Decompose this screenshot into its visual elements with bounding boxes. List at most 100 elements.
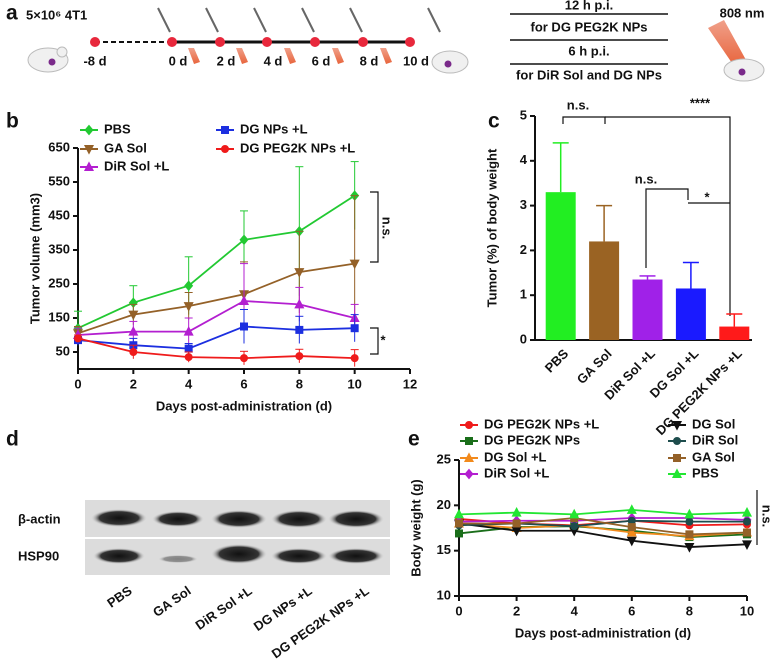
timeline-point bbox=[262, 37, 272, 47]
marker bbox=[741, 540, 753, 550]
bar bbox=[589, 241, 620, 340]
y-tick-label: 5 bbox=[520, 107, 527, 122]
timeline-label: 2 d bbox=[217, 53, 236, 68]
y-tick-label: 150 bbox=[48, 309, 70, 324]
timeline-point bbox=[310, 37, 320, 47]
x-tick-label: 0 bbox=[455, 603, 462, 618]
y-tick-label: 20 bbox=[437, 497, 451, 512]
legend-label: DG NPs +L bbox=[240, 121, 308, 136]
bands bbox=[91, 509, 384, 564]
marker bbox=[685, 530, 694, 539]
schematic bbox=[27, 7, 765, 82]
y-tick-label: 3 bbox=[520, 197, 527, 212]
y-tick-label: 1 bbox=[520, 287, 527, 302]
marker bbox=[294, 268, 305, 278]
legend-marker bbox=[465, 421, 473, 429]
legend-marker bbox=[673, 454, 681, 462]
legend-label: DG PEG2K NPs +L bbox=[484, 416, 599, 431]
timeline-label: 10 d bbox=[403, 53, 429, 68]
marker bbox=[743, 517, 751, 526]
series-line bbox=[459, 517, 748, 536]
legend-marker bbox=[221, 145, 229, 153]
western-blot bbox=[85, 500, 390, 575]
bracket bbox=[562, 116, 606, 124]
blot-gap bbox=[85, 537, 390, 539]
marker bbox=[512, 519, 521, 528]
legend-label: DiR Sol bbox=[692, 432, 738, 447]
marker bbox=[741, 506, 753, 517]
laser-beams bbox=[188, 48, 392, 64]
marker bbox=[349, 259, 360, 270]
annotation: n.s. bbox=[760, 505, 775, 527]
annotation: **** bbox=[690, 95, 711, 110]
row-label: β-actin bbox=[18, 511, 61, 526]
marker bbox=[128, 310, 139, 321]
x-tick-label: 6 bbox=[628, 603, 635, 618]
x-tick-label: PBS bbox=[542, 346, 572, 376]
y-tick-label: 25 bbox=[437, 451, 451, 466]
x-tick-label: 8 bbox=[296, 376, 303, 391]
marker bbox=[743, 528, 751, 537]
timeline-point bbox=[405, 37, 415, 47]
marker bbox=[684, 508, 695, 519]
panel-label: e bbox=[408, 428, 420, 451]
tumor-icon bbox=[48, 58, 56, 66]
annotation: * bbox=[704, 189, 710, 204]
x-tick-label: 2 bbox=[513, 603, 520, 618]
timeline-label: 8 d bbox=[360, 53, 379, 68]
note: for DiR Sol and DG NPs bbox=[516, 67, 662, 82]
marker bbox=[295, 325, 304, 334]
legend-label: PBS bbox=[104, 121, 131, 136]
legend-marker bbox=[83, 161, 95, 171]
legend-marker bbox=[464, 468, 474, 480]
y-tick-label: 450 bbox=[48, 207, 70, 222]
marker bbox=[626, 504, 637, 514]
x-axis-label: Days post-administration (d) bbox=[156, 398, 332, 413]
marker bbox=[350, 324, 359, 333]
x-tick-label: 10 bbox=[740, 603, 754, 618]
y-tick-label: 250 bbox=[48, 275, 70, 290]
legend-marker bbox=[84, 124, 94, 136]
timeline-point bbox=[167, 37, 177, 47]
marker bbox=[685, 517, 694, 526]
syringes bbox=[157, 7, 441, 33]
mouse-icon bbox=[56, 46, 68, 58]
lane-label: DG PEG2K NPs +L bbox=[269, 583, 372, 661]
x-tick-label: 0 bbox=[74, 376, 81, 391]
tumor-icon bbox=[738, 68, 746, 76]
annotation: n.s. bbox=[567, 97, 589, 112]
x-tick-label: 12 bbox=[403, 376, 417, 391]
series-line bbox=[77, 300, 355, 336]
bar bbox=[545, 192, 576, 340]
bar bbox=[632, 279, 663, 340]
series-line bbox=[458, 522, 748, 548]
legend-label: DiR Sol +L bbox=[104, 158, 169, 173]
y-tick-label: 50 bbox=[56, 343, 70, 358]
bracket bbox=[645, 188, 689, 268]
legend-label: DG Sol bbox=[692, 416, 735, 431]
legend-label: DG PEG2K NPs +L bbox=[240, 140, 355, 155]
lane-label: GA Sol bbox=[150, 583, 194, 620]
x-tick-label: GA Sol bbox=[574, 346, 615, 387]
bracket bbox=[605, 116, 731, 316]
marker bbox=[627, 523, 636, 532]
bracket bbox=[370, 191, 379, 263]
y-axis-label: Tumor volume (mm3) bbox=[27, 193, 42, 324]
y-tick-label: 10 bbox=[437, 587, 451, 602]
series-line bbox=[77, 262, 355, 335]
marker bbox=[626, 536, 637, 547]
y-tick-label: 15 bbox=[437, 542, 451, 557]
note: for DG PEG2K NPs bbox=[530, 19, 647, 34]
legend-label: GA Sol bbox=[104, 140, 147, 155]
y-tick-label: 2 bbox=[520, 242, 527, 257]
lane-label: PBS bbox=[104, 583, 135, 611]
x-tick-label: 4 bbox=[185, 376, 193, 391]
x-tick-label: 6 bbox=[240, 376, 247, 391]
marker bbox=[184, 280, 194, 292]
legend-label: PBS bbox=[692, 465, 719, 480]
marker bbox=[453, 508, 465, 519]
legend-label: GA Sol bbox=[692, 449, 735, 464]
legend-label: DG PEG2K NPs bbox=[484, 432, 580, 447]
series-line bbox=[77, 194, 356, 330]
